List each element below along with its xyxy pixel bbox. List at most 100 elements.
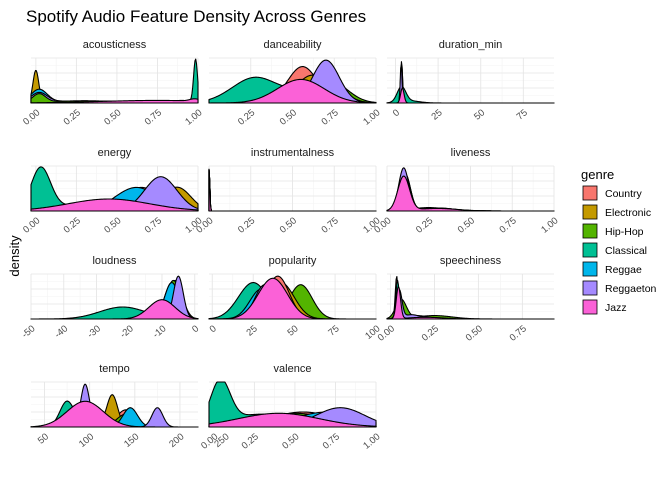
x-tick-label: 1.00 xyxy=(361,431,382,451)
legend-item-electronic: Electronic xyxy=(582,204,651,220)
x-tick-label: 0.75 xyxy=(320,107,341,127)
x-tick-label: 0.75 xyxy=(498,215,519,235)
x-tick-label: 0.50 xyxy=(102,107,123,127)
x-tick-label: 0.50 xyxy=(278,215,299,235)
x-tick-label: 0.75 xyxy=(508,323,529,343)
x-tick-label: 1.00 xyxy=(183,107,204,127)
legend-item-hip-hop: Hip-Hop xyxy=(582,223,644,239)
legend-swatch xyxy=(582,242,598,258)
x-tick-label: 0 xyxy=(208,323,219,335)
legend: genre Country Electronic Hip-Hop Classical R… xyxy=(581,167,657,315)
density-loudness-jazz xyxy=(30,299,199,320)
x-tick-label: 0.75 xyxy=(321,431,342,451)
density-speechiness-country xyxy=(386,276,555,320)
x-tick-label: 0.50 xyxy=(102,215,123,235)
density-instrumentalness-jazz xyxy=(208,168,377,212)
x-tick-label: 75 xyxy=(326,323,341,338)
legend-item-jazz: Jazz xyxy=(582,299,627,315)
density-tempo-jazz xyxy=(30,400,199,428)
chart-title: Spotify Audio Feature Density Across Gen… xyxy=(26,7,366,26)
legend-label: Jazz xyxy=(605,302,627,314)
density-acousticness-jazz xyxy=(30,98,199,104)
density-duration-min-electronic xyxy=(386,64,555,104)
facet-label-instrumentalness: instrumentalness xyxy=(251,147,335,159)
density-liveness-jazz xyxy=(386,175,555,212)
x-tick-label: 0.00 xyxy=(376,323,397,343)
grid xyxy=(387,273,554,320)
legend-label: Reggae xyxy=(605,264,642,276)
x-tick-label: 0.25 xyxy=(240,431,261,451)
legend-item-reggae: Reggae xyxy=(582,261,642,277)
facet-label-valence: valence xyxy=(274,363,312,375)
x-tick-label: -20 xyxy=(118,323,136,340)
facet-label-tempo: tempo xyxy=(99,363,130,375)
x-tick-label: 0.50 xyxy=(456,215,477,235)
x-tick-label: 0.75 xyxy=(143,215,164,235)
y-axis-label: density xyxy=(7,235,22,277)
legend-label: Reggaeton xyxy=(605,283,657,295)
grid xyxy=(387,57,554,104)
facet-speechiness: speechiness 0.00 0.25 0.50 0.75 xyxy=(376,255,555,344)
facet-duration-min: duration_min 0 25 50 75 xyxy=(386,39,555,123)
x-tick-label: 0.75 xyxy=(143,107,164,127)
x-tick-label: 0.75 xyxy=(320,215,341,235)
legend-swatch xyxy=(582,204,598,220)
x-tick-label: 150 xyxy=(122,431,141,450)
legend-swatch xyxy=(582,185,598,201)
grid xyxy=(386,165,555,212)
facet-loudness: loudness -50 -40 -30 -20 -10 0 xyxy=(20,255,201,341)
legend-swatch xyxy=(582,223,598,239)
facet-label-liveness: liveness xyxy=(451,147,491,159)
x-tick-label: 0.25 xyxy=(236,215,257,235)
facet-acousticness: acousticness 0.00 0.25 0.50 0.75 1.00 xyxy=(21,39,204,128)
facet-label-popularity: popularity xyxy=(269,255,317,267)
legend-swatch xyxy=(582,261,598,277)
density-valence-jazz xyxy=(208,412,377,428)
legend-items: Country Electronic Hip-Hop Classical Reggae R… xyxy=(582,185,657,315)
x-tick-label: -40 xyxy=(53,323,71,340)
grid xyxy=(208,165,377,212)
legend-label: Electronic xyxy=(605,207,651,219)
facet-label-energy: energy xyxy=(98,147,132,159)
x-tick-label: 1.00 xyxy=(361,107,382,127)
facet-label-loudness: loudness xyxy=(92,255,137,267)
x-tick-label: 0 xyxy=(190,323,201,335)
x-tick-label: 0.50 xyxy=(278,107,299,127)
facet-label-acousticness: acousticness xyxy=(83,39,147,51)
density-speechiness-jazz xyxy=(386,285,555,320)
x-tick-label: 0.50 xyxy=(464,323,485,343)
facet-label-duration-min: duration_min xyxy=(439,39,503,51)
x-tick-label: 200 xyxy=(167,431,186,450)
x-tick-label: 100 xyxy=(77,431,96,450)
x-tick-label: 50 xyxy=(285,323,300,338)
x-tick-label: -10 xyxy=(151,323,169,340)
facet-label-danceability: danceability xyxy=(263,39,322,51)
x-tick-label: 75 xyxy=(515,107,530,122)
legend-item-classical: Classical xyxy=(582,242,647,258)
density-duration-min-classical xyxy=(386,85,555,104)
legend-swatch xyxy=(582,299,598,315)
x-tick-label: 25 xyxy=(429,107,444,122)
density-duration-min-hip-hop xyxy=(386,61,555,104)
legend-label: Hip-Hop xyxy=(605,226,644,238)
x-tick-label: 0.50 xyxy=(280,431,301,451)
density-duration-min-country xyxy=(386,66,555,104)
legend-swatch xyxy=(582,280,598,296)
x-tick-label: 0.00 xyxy=(21,215,42,235)
x-tick-label: 0.00 xyxy=(21,107,42,127)
x-tick-label: 0.25 xyxy=(420,323,441,343)
x-tick-label: -30 xyxy=(85,323,103,340)
legend-label: Classical xyxy=(605,245,647,257)
facet-panels: acousticness 0.00 0.25 0.50 0.75 1.00 danceabi… xyxy=(20,39,561,452)
x-tick-label: 0.25 xyxy=(236,107,257,127)
facet-label-speechiness: speechiness xyxy=(440,255,502,267)
grid xyxy=(31,57,199,104)
legend-label: Country xyxy=(605,188,643,200)
